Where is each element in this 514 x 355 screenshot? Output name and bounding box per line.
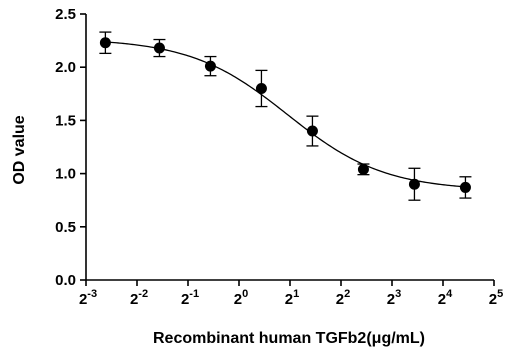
data-marker (204, 60, 216, 72)
x-tick-label: 2-1 (181, 288, 199, 308)
y-tick-label: 0.0 (55, 272, 76, 289)
axes (80, 13, 495, 286)
x-tick-label: 24 (438, 288, 453, 308)
data-point (255, 69, 268, 108)
x-tick-label: 22 (336, 288, 350, 308)
x-tick-label: 25 (489, 288, 503, 308)
data-point (99, 31, 112, 55)
data-point (357, 163, 370, 176)
y-tick-label: 2.5 (55, 6, 76, 23)
y-tick-label: 1.0 (55, 166, 76, 183)
fit-curve-layer (105, 41, 466, 188)
x-axis-label: Recombinant human TGFb2(μg/mL) (153, 330, 425, 347)
data-marker (357, 163, 369, 175)
y-tick-label: 0.5 (55, 219, 76, 236)
data-marker (255, 82, 267, 94)
x-tick-label: 2-2 (130, 288, 148, 308)
y-axis-label: OD value (11, 115, 28, 184)
data-point (459, 176, 472, 199)
fit-curve (105, 41, 466, 188)
data-marker (99, 37, 111, 49)
data-point (153, 38, 166, 58)
x-tick-label: 20 (234, 288, 248, 308)
y-tick-label: 2.0 (55, 59, 76, 76)
data-points-layer (99, 31, 472, 201)
x-tick-label: 2-3 (79, 288, 97, 308)
data-marker (408, 178, 420, 190)
data-marker (306, 125, 318, 137)
x-tick-label: 23 (387, 288, 401, 308)
x-tick-label: 21 (285, 288, 299, 308)
data-point (204, 55, 217, 77)
data-point (306, 115, 319, 147)
tick-labels-layer: 0.0 0.5 1.0 1.5 2.0 2.5 2-3 2-2 2-1 20 21 22 23 24 25 (55, 6, 503, 308)
data-marker (459, 181, 471, 193)
y-tick-label: 1.5 (55, 112, 76, 129)
data-point (408, 167, 421, 201)
data-marker (153, 42, 165, 54)
